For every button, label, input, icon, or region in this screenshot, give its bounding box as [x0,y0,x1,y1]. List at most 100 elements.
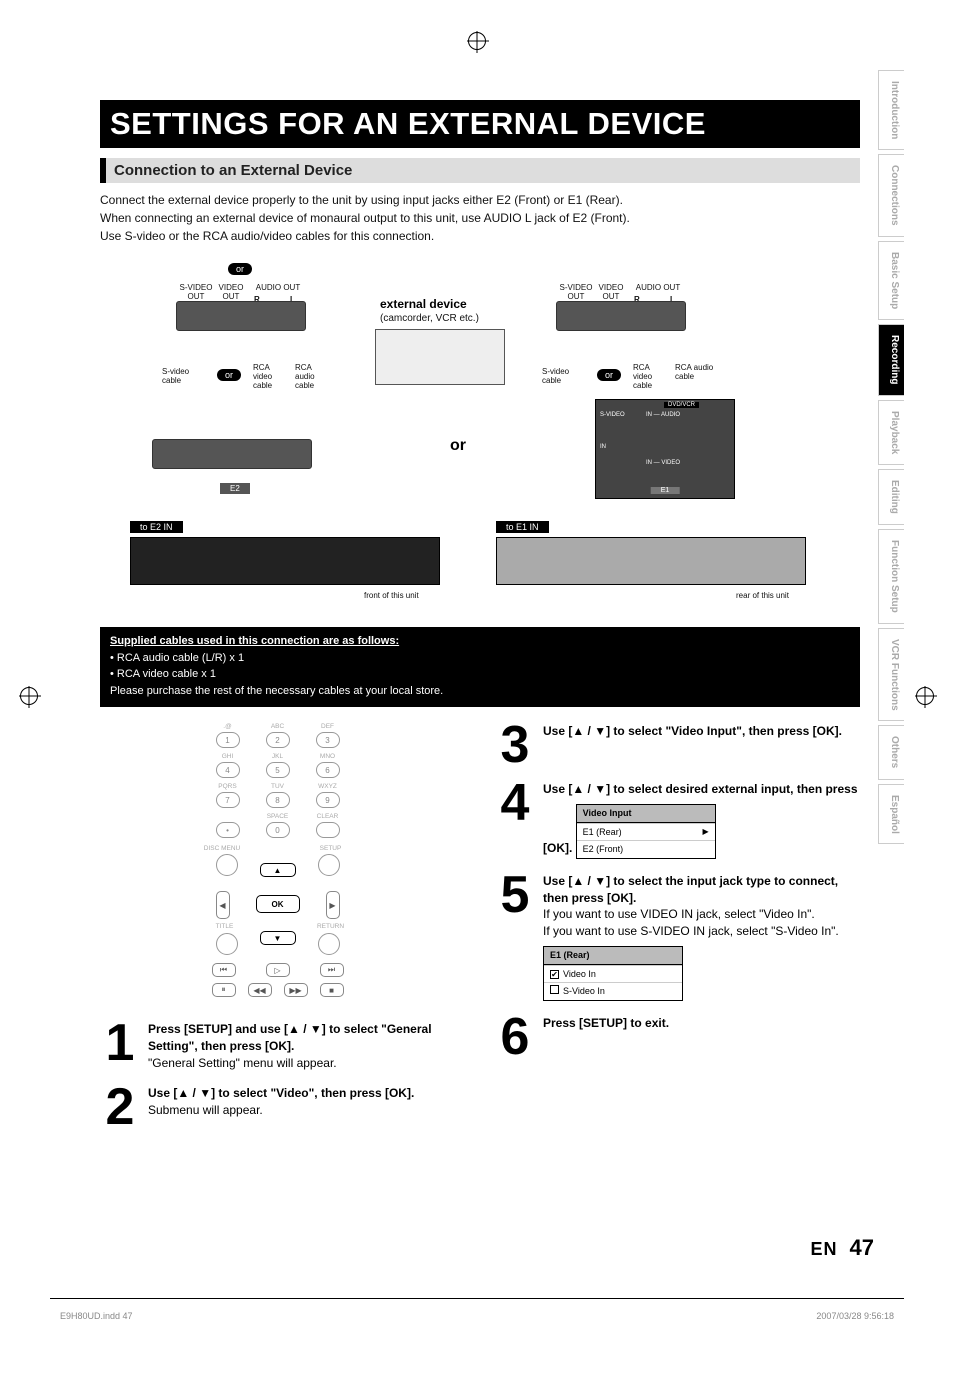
menu-row: E2 (Front) [577,840,715,858]
step-subtext: If you want to use S-VIDEO IN jack, sele… [543,924,839,938]
or-pill: or [597,369,621,381]
remote-up-key: ▲ [260,863,296,877]
step-heading: Press [SETUP] to exit. [543,1016,669,1030]
print-file: E9H80UD.indd 47 [60,1311,133,1321]
side-tab-others[interactable]: Others [878,725,904,779]
side-tab-vcr-functions[interactable]: VCR Functions [878,628,904,722]
step-heading: Use [▲ / ▼] to select the input jack typ… [543,874,838,905]
label-rca-video: RCA video cable [633,363,668,390]
supplied-item: • RCA audio cable (L/R) x 1 [110,650,850,667]
remote-label-disc-menu: DISC MENU [200,845,245,852]
side-tab-recording[interactable]: Recording [878,324,904,395]
remote-key: 5 [266,762,290,778]
label-audio-out: AUDIO OUT [248,283,308,292]
intro-line: When connecting an external device of mo… [100,209,860,227]
print-footer: E9H80UD.indd 47 2007/03/28 9:56:18 [60,1311,894,1321]
remote-transport-key: ⏸ [212,983,236,997]
step-3: 3 Use [▲ / ▼] to select "Video Input", t… [495,723,860,767]
step-number: 5 [495,873,535,917]
remote-down-key: ▼ [260,931,296,945]
remote-label: .@ [213,723,243,730]
remote-left-key: ◀ [216,891,230,919]
jack-panel-right [556,301,686,331]
section-heading: Connection to an External Device [100,158,860,183]
remote-transport-key: ■ [320,983,344,997]
content-wrapper: SETTINGS FOR AN EXTERNAL DEVICE Connecti… [100,50,904,1144]
intro-line: Connect the external device properly to … [100,191,860,209]
crop-mark-icon [468,32,486,50]
side-tab-editing[interactable]: Editing [878,469,904,525]
side-tab-espanol[interactable]: Español [878,784,904,845]
remote-label-return: RETURN [316,923,346,930]
main-column: SETTINGS FOR AN EXTERNAL DEVICE Connecti… [100,50,860,1144]
label-svideo-out: S-VIDEO OUT [176,283,216,301]
remote-key-title [216,933,238,955]
jack-panel-left [176,301,306,331]
side-tab-function-setup[interactable]: Function Setup [878,529,904,624]
remote-label: WXYZ [313,783,343,790]
menu-e1-rear: E1 (Rear) ✔Video In S-Video In [543,946,683,1001]
footer-page-number: 47 [850,1235,874,1261]
remote-label: CLEAR [313,813,343,820]
label-video-out: VIDEO OUT [596,283,626,301]
remote-key-return [318,933,340,955]
step-number: 3 [495,723,535,767]
menu-video-input: Video Input E1 (Rear) ▶ E2 (Front) [576,804,716,859]
remote-key: 3 [316,732,340,748]
side-tab-connections[interactable]: Connections [878,154,904,237]
remote-label: GHI [213,753,243,760]
side-tab-introduction[interactable]: Introduction [878,70,904,150]
remote-key: 8 [266,792,290,808]
or-pill: or [228,263,252,275]
label-to-e2: to E2 IN [130,521,183,533]
supplied-item: • RCA video cable x 1 [110,666,850,683]
menu-row: ✔Video In [544,965,682,983]
remote-label: MNO [313,753,343,760]
supplied-cables-box: Supplied cables used in this connection … [100,627,860,707]
remote-key: 9 [316,792,340,808]
unit-front [130,537,440,585]
label-dvdvcr: DVD/VCR [664,402,699,408]
label-in-audio: IN — AUDIO [646,412,680,418]
crop-mark-icon [916,687,934,705]
supplied-title: Supplied cables used in this connection … [110,633,850,650]
remote-right-key: ▶ [326,891,340,919]
menu-row: E1 (Rear) ▶ [577,823,715,841]
step-heading: Press [SETUP] and use [▲ / ▼] to select … [148,1022,432,1053]
step-2: 2 Use [▲ / ▼] to select "Video", then pr… [100,1085,465,1129]
right-steps-column: 3 Use [▲ / ▼] to select "Video Input", t… [495,723,860,1144]
label-in-video: IN — VIDEO [646,460,680,466]
step-number: 1 [100,1021,140,1065]
step-heading: Use [▲ / ▼] to select "Video Input", the… [543,724,842,738]
checkbox-empty-icon [550,985,559,994]
remote-label-title: TITLE [210,923,240,930]
label-e2: E2 [220,483,250,494]
remote-label: SPACE [263,813,293,820]
label-audio-out: AUDIO OUT [628,283,688,292]
label-svideo-out: S-VIDEO OUT [556,283,596,301]
remote-label: PQRS [213,783,243,790]
or-label-big: or [450,437,466,455]
step-number: 6 [495,1015,535,1059]
remote-transport-key: ▷ [266,963,290,977]
label-in: IN [600,444,606,450]
remote-key-disc-menu [216,854,238,876]
label-rca-audio: RCA audio cable [675,363,717,381]
step-number: 2 [100,1085,140,1129]
menu-header: E1 (Rear) [544,947,682,965]
page-title: SETTINGS FOR AN EXTERNAL DEVICE [100,100,860,148]
remote-key: 4 [216,762,240,778]
label-video-out: VIDEO OUT [216,283,246,301]
label-rca-video: RCA video cable [253,363,288,390]
side-tab-basic-setup[interactable]: Basic Setup [878,241,904,320]
side-tab-playback[interactable]: Playback [878,400,904,465]
menu-row-label: E1 (Rear) [583,826,622,839]
remote-key: 7 [216,792,240,808]
step-subtext: If you want to use VIDEO IN jack, select… [543,907,815,921]
manual-page: SETTINGS FOR AN EXTERNAL DEVICE Connecti… [0,20,954,1371]
intro-paragraph: Connect the external device properly to … [100,191,860,245]
remote-transport-key: ⏭ [320,963,344,977]
label-svideo-cable: S-video cable [162,367,204,385]
remote-key: 6 [316,762,340,778]
left-steps-column: .@ ABC DEF 1 2 3 GHI JKL MNO 4 5 6 PQRS … [100,723,465,1144]
